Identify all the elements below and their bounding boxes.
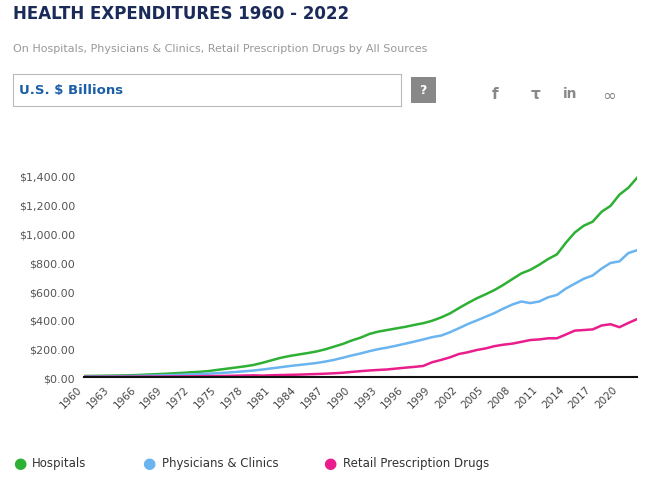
Text: f: f — [492, 87, 498, 102]
Text: Physicians & Clinics: Physicians & Clinics — [162, 456, 278, 469]
Text: Hospitals: Hospitals — [32, 456, 87, 469]
Text: τ: τ — [531, 87, 540, 102]
Text: HEALTH EXPENDITURES 1960 - 2022: HEALTH EXPENDITURES 1960 - 2022 — [13, 5, 349, 23]
Text: ?: ? — [420, 84, 427, 97]
Text: ∞: ∞ — [602, 87, 615, 105]
Text: in: in — [563, 87, 577, 101]
Text: Retail Prescription Drugs: Retail Prescription Drugs — [343, 456, 489, 469]
Text: ●: ● — [324, 455, 336, 469]
Text: On Hospitals, Physicians & Clinics, Retail Prescription Drugs by All Sources: On Hospitals, Physicians & Clinics, Reta… — [13, 44, 427, 54]
Text: U.S. $ Billions: U.S. $ Billions — [19, 84, 123, 97]
Text: ●: ● — [13, 455, 26, 469]
Text: ●: ● — [142, 455, 155, 469]
